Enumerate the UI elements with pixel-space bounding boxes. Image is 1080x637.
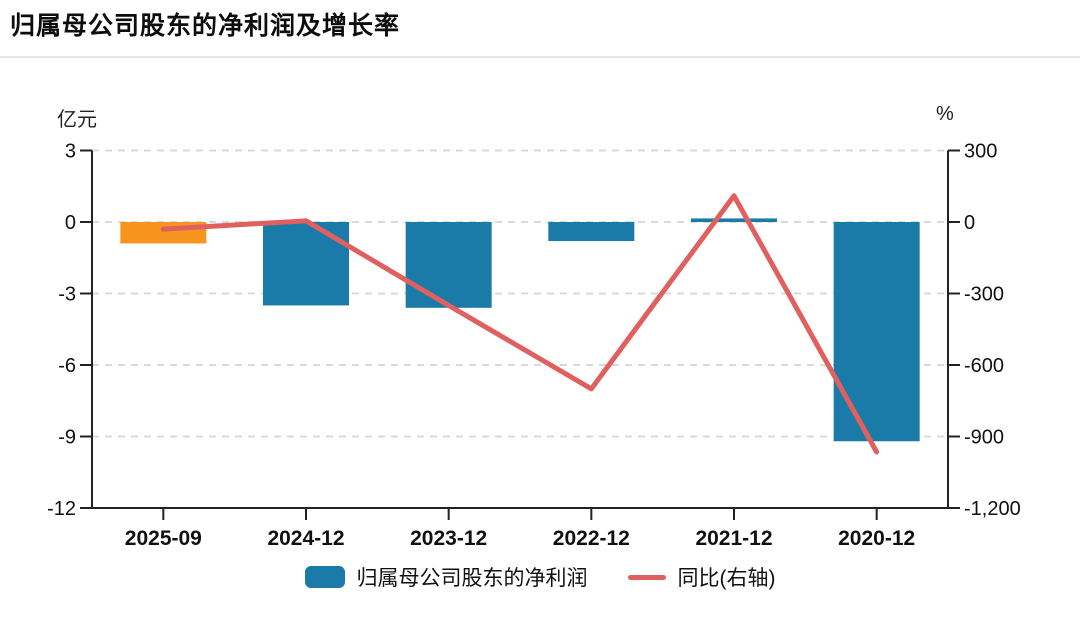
left-tick-label: 3 <box>65 141 76 163</box>
legend-item-yoy[interactable]: 同比(右轴) <box>627 562 776 592</box>
x-tick-label-2025-09: 2025-09 <box>125 527 202 550</box>
yoy-line <box>160 193 880 455</box>
bar-series-swatch <box>304 566 345 588</box>
bar-2020-12 <box>833 222 920 442</box>
left-tick-label: -6 <box>58 355 76 377</box>
legend-bar-label: 归属母公司股东的净利润 <box>356 567 588 590</box>
legend-line-label: 同比(右轴) <box>677 567 776 590</box>
right-tick-label: -1,200 <box>964 498 1021 520</box>
x-tick-label-2020-12: 2020-12 <box>838 527 915 550</box>
bar-2024-12 <box>263 222 349 306</box>
right-tick-label: 0 <box>964 212 975 234</box>
right-tick-label: -600 <box>964 355 1004 377</box>
x-tick-label-2022-12: 2022-12 <box>553 527 630 550</box>
page-title: 归属母公司股东的净利润及增长率 <box>10 12 401 40</box>
left-tick-label: 0 <box>65 212 76 234</box>
line-series-swatch <box>627 574 666 580</box>
bar-2022-12 <box>548 222 635 242</box>
right-tick-label: -300 <box>964 284 1004 306</box>
right-tick-label: -900 <box>964 427 1004 449</box>
left-axis-unit-label: 亿元 <box>57 109 97 131</box>
left-tick-label: -12 <box>47 498 76 520</box>
right-axis-unit-label: % <box>936 103 954 125</box>
legend-item-net-profit[interactable]: 归属母公司股东的净利润 <box>304 562 588 592</box>
x-tick-label-2021-12: 2021-12 <box>695 527 772 550</box>
bar-2021-12 <box>691 218 777 222</box>
left-tick-label: -3 <box>58 284 76 306</box>
x-tick-label-2023-12: 2023-12 <box>410 527 487 550</box>
x-tick-label-2024-12: 2024-12 <box>267 527 344 550</box>
bar-2023-12 <box>405 222 492 308</box>
chart-legend: 归属母公司股东的净利润 同比(右轴) <box>0 562 1080 592</box>
left-tick-label: -9 <box>58 427 76 449</box>
title-divider <box>0 56 1080 58</box>
right-tick-label: 300 <box>964 141 997 163</box>
